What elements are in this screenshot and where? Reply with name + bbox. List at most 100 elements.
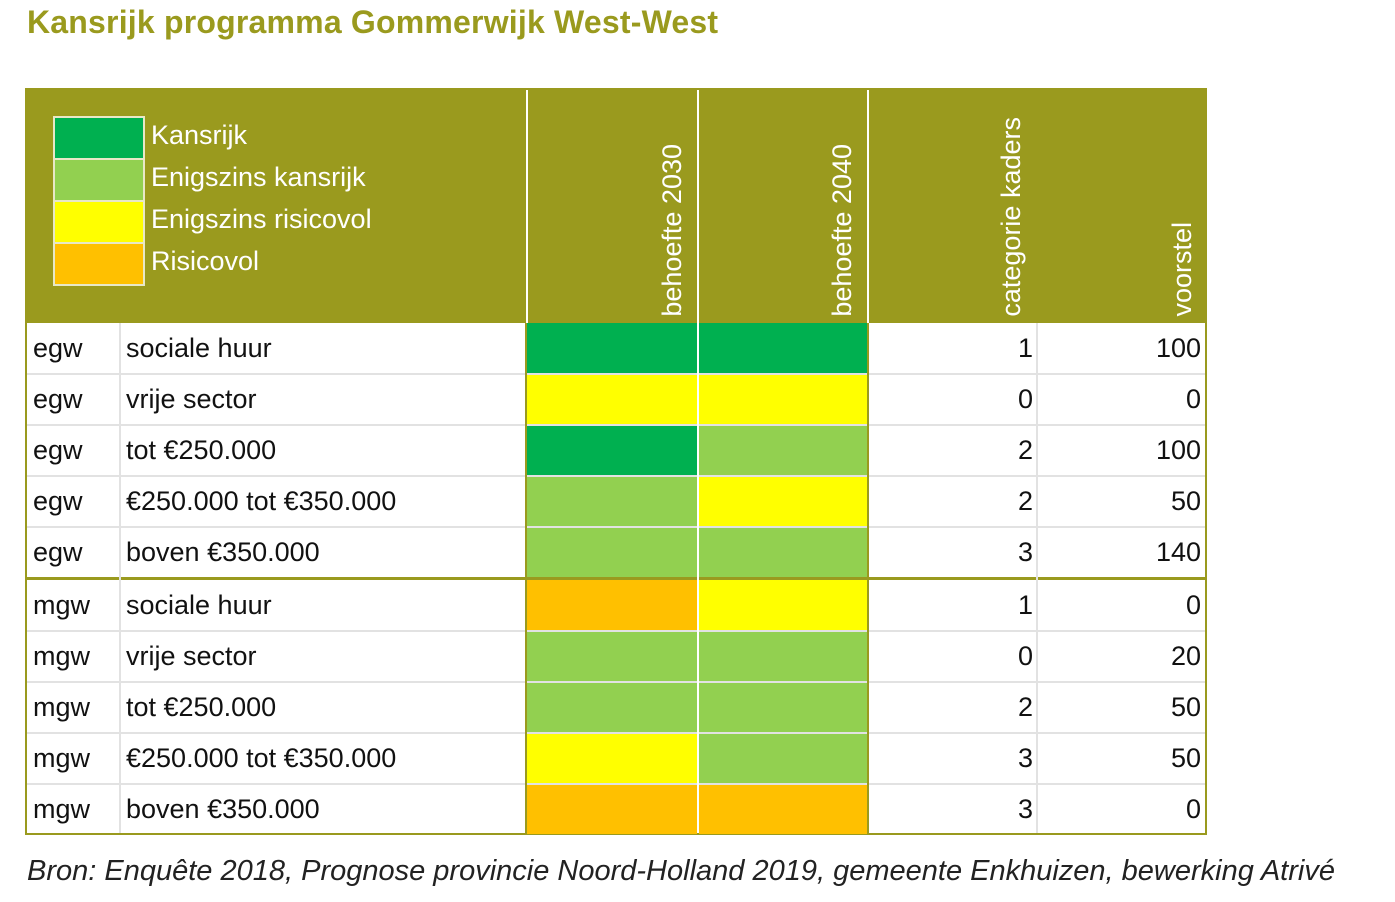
legend-item: Risicovol: [53, 242, 453, 286]
housing-type-cell: mgw: [33, 794, 91, 824]
voorstel-cell: 100: [1155, 435, 1201, 465]
housing-type-cell: egw: [33, 333, 83, 363]
behoefte-2040-cell: [699, 323, 867, 373]
behoefte-2030-cell: [527, 631, 697, 681]
categorie-kaders-cell: 2: [1017, 692, 1033, 722]
behoefte-2030-cell: [527, 476, 697, 526]
segment-cell: €250.000 tot €350.000: [126, 486, 397, 516]
behoefte-2030-cell: [527, 580, 697, 630]
column-separator: [1036, 323, 1038, 833]
categorie-kaders-cell: 2: [1017, 486, 1033, 516]
row-separator: [27, 526, 1205, 528]
behoefte-2040-cell: [699, 527, 867, 577]
header-separator: [867, 90, 869, 323]
segment-cell: €250.000 tot €350.000: [126, 743, 397, 773]
behoefte-2030-cell: [527, 425, 697, 475]
voorstel-cell: 0: [1185, 794, 1201, 824]
column-separator: [867, 323, 869, 833]
table-row: mgw sociale huur 1 0: [27, 580, 1205, 630]
row-separator: [27, 732, 1205, 734]
categorie-kaders-cell: 2: [1017, 435, 1033, 465]
legend-label: Enigszins risicovol: [151, 204, 372, 234]
legend-item: Enigszins kansrijk: [53, 158, 453, 202]
row-separator: [27, 630, 1205, 632]
header-separator: [697, 90, 699, 323]
voorstel-cell: 50: [1170, 743, 1201, 773]
housing-type-cell: egw: [33, 384, 83, 414]
row-separator: [27, 475, 1205, 477]
housing-type-cell: egw: [33, 537, 83, 567]
voorstel-cell: 100: [1155, 333, 1201, 363]
column-header-behoefte-2030: behoefte 2030: [657, 144, 687, 317]
column-separator: [525, 323, 527, 833]
behoefte-2030-cell: [527, 733, 697, 783]
legend-swatch: [53, 116, 145, 160]
housing-type-cell: egw: [33, 486, 83, 516]
categorie-kaders-cell: 3: [1017, 537, 1033, 567]
segment-cell: boven €350.000: [126, 537, 320, 567]
housing-type-cell: mgw: [33, 641, 91, 671]
segment-cell: vrije sector: [126, 641, 257, 671]
categorie-kaders-cell: 1: [1017, 590, 1033, 620]
segment-cell: tot €250.000: [126, 435, 277, 465]
voorstel-cell: 140: [1155, 537, 1201, 567]
voorstel-cell: 50: [1170, 486, 1201, 516]
categorie-kaders-cell: 0: [1017, 641, 1033, 671]
row-separator: [27, 424, 1205, 426]
table-row: egw boven €350.000 3 140: [27, 527, 1205, 577]
housing-type-cell: egw: [33, 435, 83, 465]
behoefte-2040-cell: [699, 631, 867, 681]
segment-cell: sociale huur: [126, 590, 272, 620]
row-separator: [27, 783, 1205, 785]
housing-type-cell: mgw: [33, 590, 91, 620]
column-separator: [697, 323, 699, 833]
column-header-categorie-kaders: categorie kaders: [996, 117, 1026, 317]
column-header-voorstel: voorstel: [1167, 222, 1197, 317]
legend-label: Risicovol: [151, 246, 260, 276]
behoefte-2040-cell: [699, 476, 867, 526]
housing-type-cell: mgw: [33, 743, 91, 773]
voorstel-cell: 20: [1170, 641, 1201, 671]
segment-cell: tot €250.000: [126, 692, 277, 722]
behoefte-2030-cell: [527, 682, 697, 732]
source-note: Bron: Enquête 2018, Prognose provincie N…: [27, 855, 1335, 887]
header-separator: [526, 90, 528, 323]
table-row: mgw €250.000 tot €350.000 3 50: [27, 733, 1205, 783]
table-header: Kansrijk Enigszins kansrijk Enigszins risi…: [27, 90, 1205, 323]
legend-item: Enigszins risicovol: [53, 200, 453, 244]
table-row: egw vrije sector 0 0: [27, 374, 1205, 424]
legend-swatch: [53, 158, 145, 202]
table-row: egw €250.000 tot €350.000 2 50: [27, 476, 1205, 526]
behoefte-2040-cell: [699, 580, 867, 630]
behoefte-2030-cell: [527, 527, 697, 577]
legend-swatch: [53, 242, 145, 286]
voorstel-cell: 0: [1185, 384, 1201, 414]
group-separator: [27, 577, 1205, 580]
voorstel-cell: 0: [1185, 590, 1201, 620]
table-row: mgw tot €250.000 2 50: [27, 682, 1205, 732]
kansrijk-table: Kansrijk Enigszins kansrijk Enigszins risi…: [25, 88, 1207, 835]
segment-cell: sociale huur: [126, 333, 272, 363]
housing-type-cell: mgw: [33, 692, 91, 722]
row-separator: [27, 681, 1205, 683]
column-separator: [119, 323, 121, 833]
column-header-behoefte-2040: behoefte 2040: [827, 144, 857, 317]
behoefte-2040-cell: [699, 682, 867, 732]
table-row: mgw boven €350.000 3 0: [27, 784, 1205, 834]
segment-cell: boven €350.000: [126, 794, 320, 824]
row-separator: [27, 373, 1205, 375]
page-title: Kansrijk programma Gommerwijk West-West: [27, 4, 719, 40]
segment-cell: vrije sector: [126, 384, 257, 414]
categorie-kaders-cell: 3: [1017, 743, 1033, 773]
voorstel-cell: 50: [1170, 692, 1201, 722]
behoefte-2040-cell: [699, 733, 867, 783]
behoefte-2040-cell: [699, 374, 867, 424]
behoefte-2030-cell: [527, 784, 697, 834]
table-row: egw tot €250.000 2 100: [27, 425, 1205, 475]
categorie-kaders-cell: 1: [1017, 333, 1033, 363]
behoefte-2030-cell: [527, 374, 697, 424]
categorie-kaders-cell: 0: [1017, 384, 1033, 414]
behoefte-2040-cell: [699, 425, 867, 475]
behoefte-2040-cell: [699, 784, 867, 834]
legend-item: Kansrijk: [53, 116, 453, 160]
